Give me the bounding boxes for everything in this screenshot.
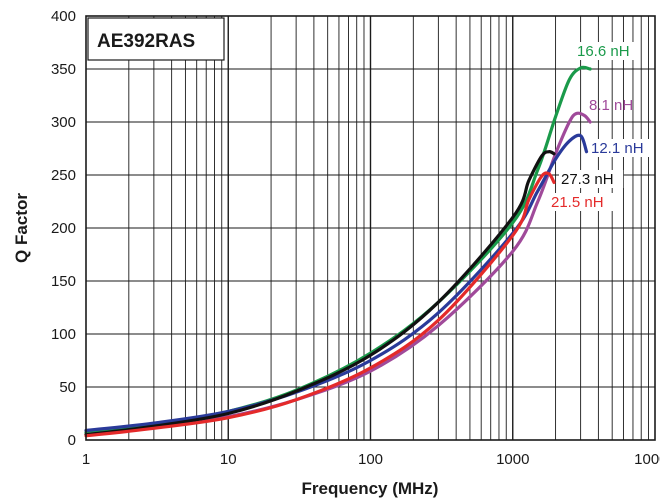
x-tick-label: 1 (82, 451, 90, 468)
y-tick-label: 300 (51, 114, 76, 131)
x-tick-label: 10 (220, 451, 237, 468)
y-tick-label: 350 (51, 61, 76, 78)
series-line-27-3-nh (84, 150, 556, 437)
x-tick-label: 1000 (496, 451, 529, 468)
chart-title-box (87, 17, 225, 61)
y-tick-label: 50 (59, 379, 76, 396)
series-label-bg (549, 193, 614, 211)
grid-lines (86, 16, 655, 440)
plot-frame (85, 15, 656, 441)
series-label: 8.1 nH (589, 97, 633, 114)
y-tick-label: 400 (51, 8, 76, 25)
series-labels: 16.6 nH 8.1 nH 12.1 nH 27.3 nH 21.5 nH (549, 42, 654, 211)
series-line-12-1-nh (84, 133, 589, 433)
series-label-bg (589, 139, 654, 157)
x-tick-label: 100 (358, 451, 383, 468)
x-axis-title: Frequency (MHz) (302, 479, 439, 498)
y-tick-label: 250 (51, 167, 76, 184)
series-label: 12.1 nH (591, 140, 644, 157)
y-tick-labels: 0 50 100 150 200 250 300 350 400 (51, 8, 76, 449)
series-label: 16.6 nH (577, 43, 630, 60)
x-tick-label: 10000 (634, 451, 660, 468)
series-label: 21.5 nH (551, 194, 604, 211)
y-tick-label: 200 (51, 220, 76, 237)
y-tick-label: 100 (51, 326, 76, 343)
y-tick-label: 0 (68, 432, 76, 449)
y-axis-title: Q Factor (12, 193, 31, 263)
chart-title: AE392RAS (97, 31, 195, 52)
x-tick-labels: 1 10 100 1000 10000 (82, 451, 660, 468)
series-label-bg (559, 170, 624, 188)
y-tick-label: 150 (51, 273, 76, 290)
series-label: 27.3 nH (561, 171, 614, 188)
series-label-bg (575, 42, 640, 60)
series-line-21-5-nh (84, 171, 556, 438)
series-lines (84, 65, 592, 438)
